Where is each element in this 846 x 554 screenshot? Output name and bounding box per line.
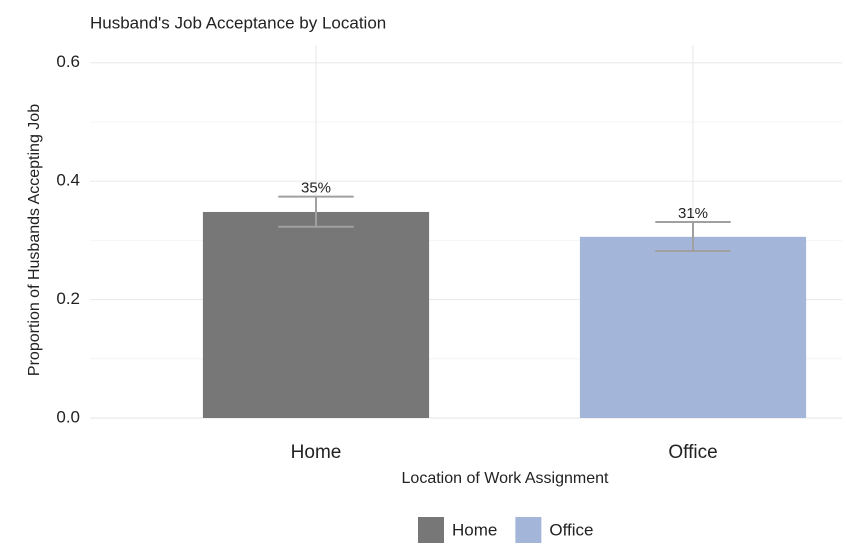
bar [579,236,807,418]
y-tick-label: 0.6 [56,52,80,71]
data-label: 31% [678,205,708,222]
x-tick-label: Office [668,442,717,463]
legend-label: Office [549,520,593,539]
legend-swatch [418,517,444,543]
y-tick-label: 0.2 [56,289,80,308]
y-axis-title: Proportion of Husbands Accepting Job [26,104,43,376]
legend-label: Home [452,520,497,539]
x-tick-label: Home [291,442,342,463]
y-tick-label: 0.0 [56,407,80,426]
legend-swatch [515,517,542,543]
chart-title: Husband's Job Acceptance by Location [90,13,386,32]
x-axis-title: Location of Work Assignment [402,470,609,487]
data-label: 35% [301,180,331,197]
y-tick-label: 0.4 [56,171,80,190]
bar [202,211,430,418]
